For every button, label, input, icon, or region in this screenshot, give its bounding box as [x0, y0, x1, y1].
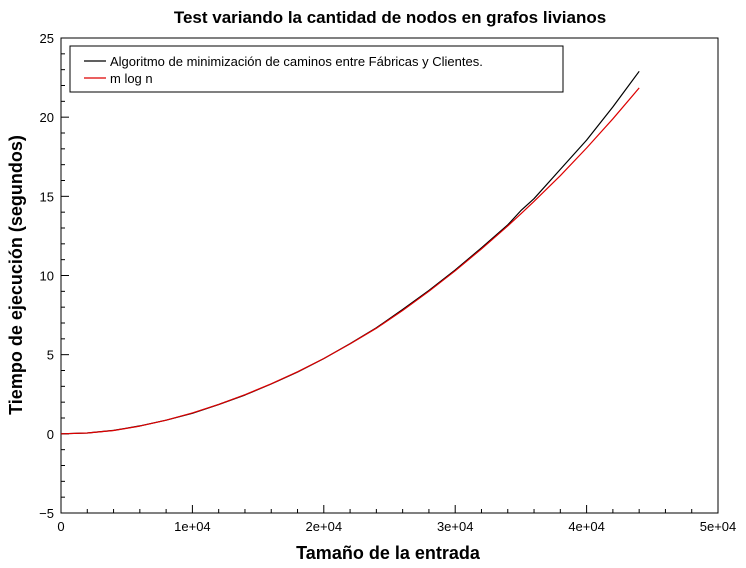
x-tick-label: 1e+04	[174, 519, 211, 534]
y-tick-label: 0	[47, 427, 54, 442]
legend-box	[69, 45, 564, 93]
y-tick-label: −5	[39, 506, 54, 521]
x-tick-label: 0	[57, 519, 64, 534]
y-axis-title: Tiempo de ejecución (segundos)	[6, 135, 26, 415]
legend: Algoritmo de minimización de caminos ent…	[69, 45, 564, 93]
y-axis: −5 0 5 10 15 20 25	[39, 31, 69, 521]
x-tick-label: 4e+04	[568, 519, 605, 534]
x-tick-label: 3e+04	[437, 519, 474, 534]
x-axis-title: Tamaño de la entrada	[296, 543, 481, 563]
chart-title: Test variando la cantidad de nodos en gr…	[174, 8, 606, 27]
x-tick-label: 5e+04	[700, 519, 737, 534]
y-tick-label: 5	[47, 348, 54, 363]
y-tick-label: 15	[40, 189, 54, 204]
legend-label-mlogn: m log n	[110, 71, 153, 86]
x-tick-label: 2e+04	[306, 519, 343, 534]
series-lines	[60, 70, 640, 435]
x-axis: 0 1e+04 2e+04 3e+04 4e+04 5e+04	[57, 505, 736, 534]
y-tick-label: 25	[40, 31, 54, 46]
series-line-mlogn	[60, 87, 640, 435]
y-tick-label: 20	[40, 110, 54, 125]
legend-label-algoritmo: Algoritmo de minimización de caminos ent…	[110, 54, 483, 69]
plot-area	[60, 37, 719, 514]
y-tick-label: 10	[40, 269, 54, 284]
